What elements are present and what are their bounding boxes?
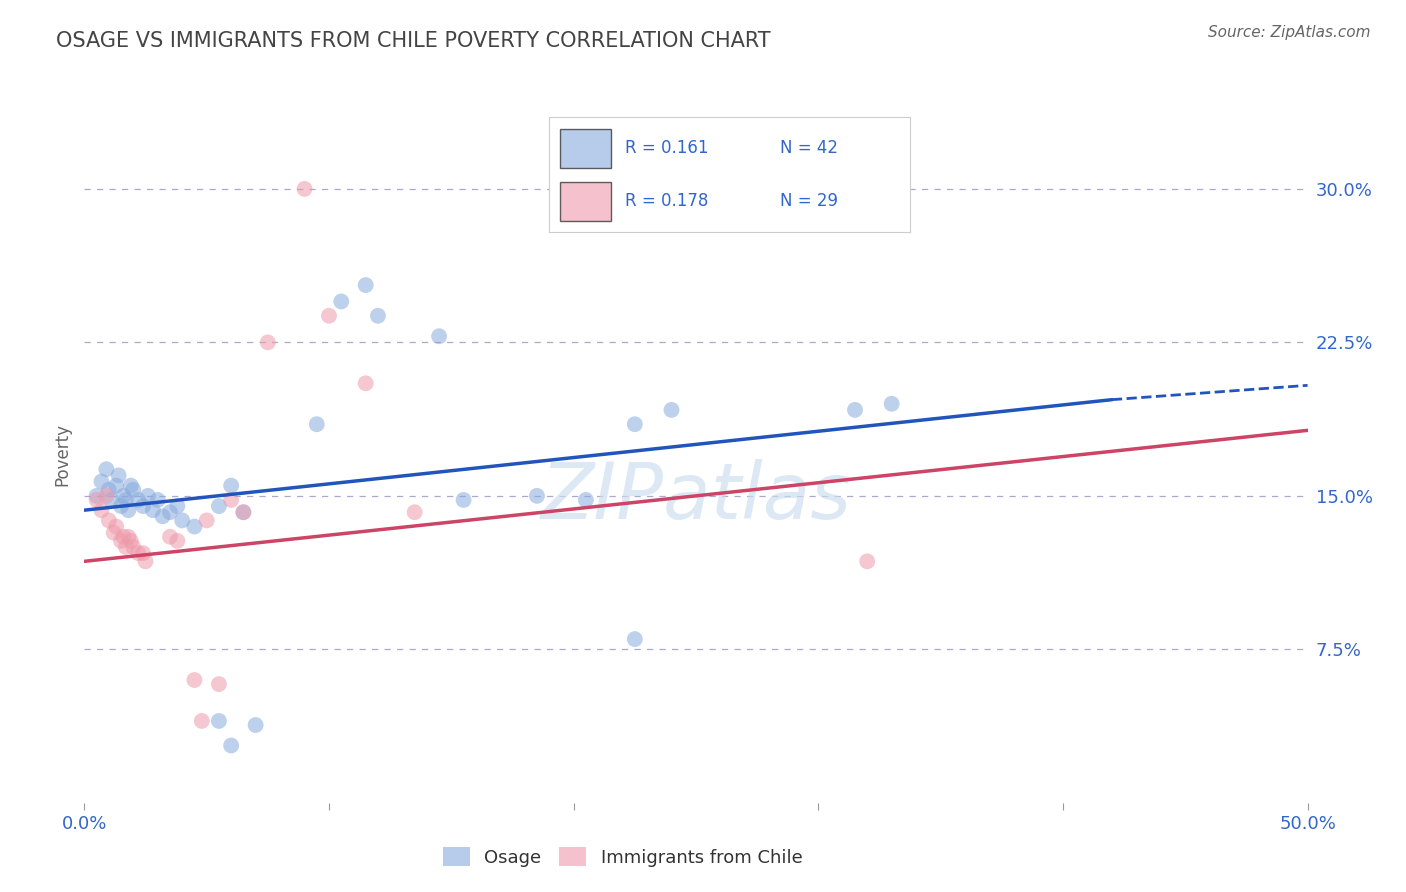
Point xyxy=(880,397,903,411)
Point xyxy=(208,499,231,513)
Point xyxy=(142,503,165,517)
Point xyxy=(367,309,389,323)
Text: ZIPatlas: ZIPatlas xyxy=(540,458,852,534)
Point xyxy=(305,417,328,432)
Point xyxy=(86,489,108,503)
Point xyxy=(117,530,139,544)
Point xyxy=(232,505,254,519)
Point xyxy=(115,540,138,554)
Point xyxy=(97,513,120,527)
Point xyxy=(105,478,128,492)
Point xyxy=(844,403,866,417)
Point xyxy=(453,492,475,507)
Point xyxy=(856,554,879,568)
Legend: Osage, Immigrants from Chile: Osage, Immigrants from Chile xyxy=(436,840,810,874)
Text: OSAGE VS IMMIGRANTS FROM CHILE POVERTY CORRELATION CHART: OSAGE VS IMMIGRANTS FROM CHILE POVERTY C… xyxy=(56,31,770,51)
Point xyxy=(105,519,128,533)
Point xyxy=(90,475,112,489)
Point xyxy=(122,483,145,497)
Point xyxy=(159,505,181,519)
Point xyxy=(110,499,132,513)
Point xyxy=(294,182,316,196)
Point xyxy=(526,489,548,503)
Point xyxy=(112,489,135,503)
Point xyxy=(90,503,112,517)
Point xyxy=(208,714,231,728)
Point xyxy=(195,513,218,527)
Point xyxy=(152,509,174,524)
Point xyxy=(219,739,242,753)
Point xyxy=(117,503,139,517)
Point xyxy=(575,492,598,507)
Point xyxy=(159,530,181,544)
Point xyxy=(191,714,214,728)
Point xyxy=(110,533,132,548)
Point xyxy=(135,554,157,568)
Point xyxy=(86,492,108,507)
Point xyxy=(354,376,377,391)
Point xyxy=(127,492,149,507)
Point xyxy=(96,462,118,476)
Point xyxy=(232,505,254,519)
Point xyxy=(219,478,242,492)
Point xyxy=(427,329,450,343)
Point xyxy=(330,294,353,309)
Point xyxy=(96,489,118,503)
Point xyxy=(354,278,377,293)
Point xyxy=(257,335,280,350)
Point xyxy=(404,505,426,519)
Point xyxy=(120,533,142,548)
Point xyxy=(107,468,129,483)
Point xyxy=(219,492,242,507)
Point xyxy=(132,499,155,513)
Point xyxy=(183,673,205,687)
Point xyxy=(112,530,135,544)
Point xyxy=(122,540,145,554)
Text: Source: ZipAtlas.com: Source: ZipAtlas.com xyxy=(1208,25,1371,40)
Point xyxy=(166,533,188,548)
Y-axis label: Poverty: Poverty xyxy=(53,424,72,486)
Point xyxy=(166,499,188,513)
Point xyxy=(624,632,647,646)
Point xyxy=(127,546,149,560)
Point xyxy=(136,489,159,503)
Point xyxy=(115,492,138,507)
Point xyxy=(103,525,125,540)
Point xyxy=(661,403,683,417)
Point xyxy=(208,677,231,691)
Point xyxy=(97,483,120,497)
Point xyxy=(245,718,267,732)
Point xyxy=(100,492,122,507)
Point xyxy=(183,519,205,533)
Point xyxy=(120,478,142,492)
Point xyxy=(318,309,340,323)
Point xyxy=(146,492,169,507)
Point xyxy=(172,513,194,527)
Point xyxy=(132,546,155,560)
Point xyxy=(624,417,647,432)
